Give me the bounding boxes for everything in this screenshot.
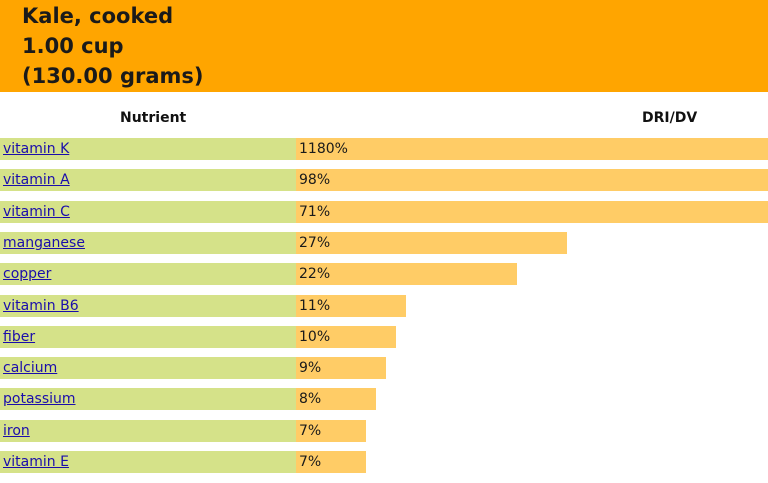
dri-value-label: 27% — [299, 235, 331, 251]
food-header: Kale, cooked 1.00 cup (130.00 grams) — [0, 0, 768, 92]
dri-value-label: 98% — [299, 172, 331, 188]
dri-bar — [296, 451, 366, 473]
nutrient-row: vitamin C 71% — [0, 201, 768, 223]
serving-size: 1.00 cup — [22, 34, 124, 58]
nutrient-link[interactable]: manganese — [3, 235, 85, 251]
dri-value-label: 11% — [299, 298, 331, 314]
nutrient-name-cell: manganese — [0, 232, 296, 254]
dri-bar — [296, 263, 517, 285]
dri-column-header: DRI/DV — [642, 110, 698, 126]
nutrient-link[interactable]: potassium — [3, 391, 76, 407]
dri-bar — [296, 388, 376, 410]
nutrient-link[interactable]: vitamin K — [3, 141, 70, 157]
nutrient-link[interactable]: vitamin E — [3, 454, 69, 470]
nutrient-column-header: Nutrient — [120, 110, 187, 126]
nutrient-link[interactable]: calcium — [3, 360, 58, 376]
dri-value-label: 9% — [299, 360, 322, 376]
nutrient-name-cell: vitamin C — [0, 201, 296, 223]
dri-value-label: 8% — [299, 391, 322, 407]
dri-bar — [296, 295, 406, 317]
nutrient-link[interactable]: iron — [3, 423, 30, 439]
nutrient-row: fiber 10% — [0, 326, 768, 348]
dri-bar — [296, 138, 768, 160]
dri-bar — [296, 326, 396, 348]
dri-value-label: 22% — [299, 266, 331, 282]
nutrient-row: iron 7% — [0, 420, 768, 442]
dri-bar — [296, 201, 768, 223]
dri-value-label: 10% — [299, 329, 331, 345]
nutrient-name-cell: vitamin K — [0, 138, 296, 160]
nutrient-name-cell: vitamin B6 — [0, 295, 296, 317]
nutrient-row: vitamin K 1180% — [0, 138, 768, 160]
nutrient-name-cell: calcium — [0, 357, 296, 379]
nutrient-link[interactable]: fiber — [3, 329, 36, 345]
dri-bar — [296, 169, 768, 191]
dri-bar — [296, 232, 567, 254]
nutrient-name-cell: iron — [0, 420, 296, 442]
dri-bar — [296, 420, 366, 442]
nutrient-row: calcium 9% — [0, 357, 768, 379]
nutrient-link[interactable]: vitamin C — [3, 204, 70, 220]
nutrient-row: manganese 27% — [0, 232, 768, 254]
nutrient-link[interactable]: vitamin B6 — [3, 298, 79, 314]
nutrient-row: vitamin E 7% — [0, 451, 768, 473]
dri-bar — [296, 357, 386, 379]
nutrient-row: vitamin B6 11% — [0, 295, 768, 317]
nutrient-name-cell: potassium — [0, 388, 296, 410]
nutrient-row: potassium 8% — [0, 388, 768, 410]
dri-value-label: 71% — [299, 204, 331, 220]
nutrient-name-cell: copper — [0, 263, 296, 285]
food-name: Kale, cooked — [22, 4, 174, 28]
dri-value-label: 1180% — [299, 141, 348, 157]
dri-value-label: 7% — [299, 423, 322, 439]
nutrient-name-cell: vitamin A — [0, 169, 296, 191]
nutrient-row: copper 22% — [0, 263, 768, 285]
serving-weight: (130.00 grams) — [22, 64, 204, 88]
nutrient-name-cell: vitamin E — [0, 451, 296, 473]
nutrient-link[interactable]: copper — [3, 266, 52, 282]
nutrient-link[interactable]: vitamin A — [3, 172, 70, 188]
nutrient-row: vitamin A 98% — [0, 169, 768, 191]
nutrient-name-cell: fiber — [0, 326, 296, 348]
dri-value-label: 7% — [299, 454, 322, 470]
